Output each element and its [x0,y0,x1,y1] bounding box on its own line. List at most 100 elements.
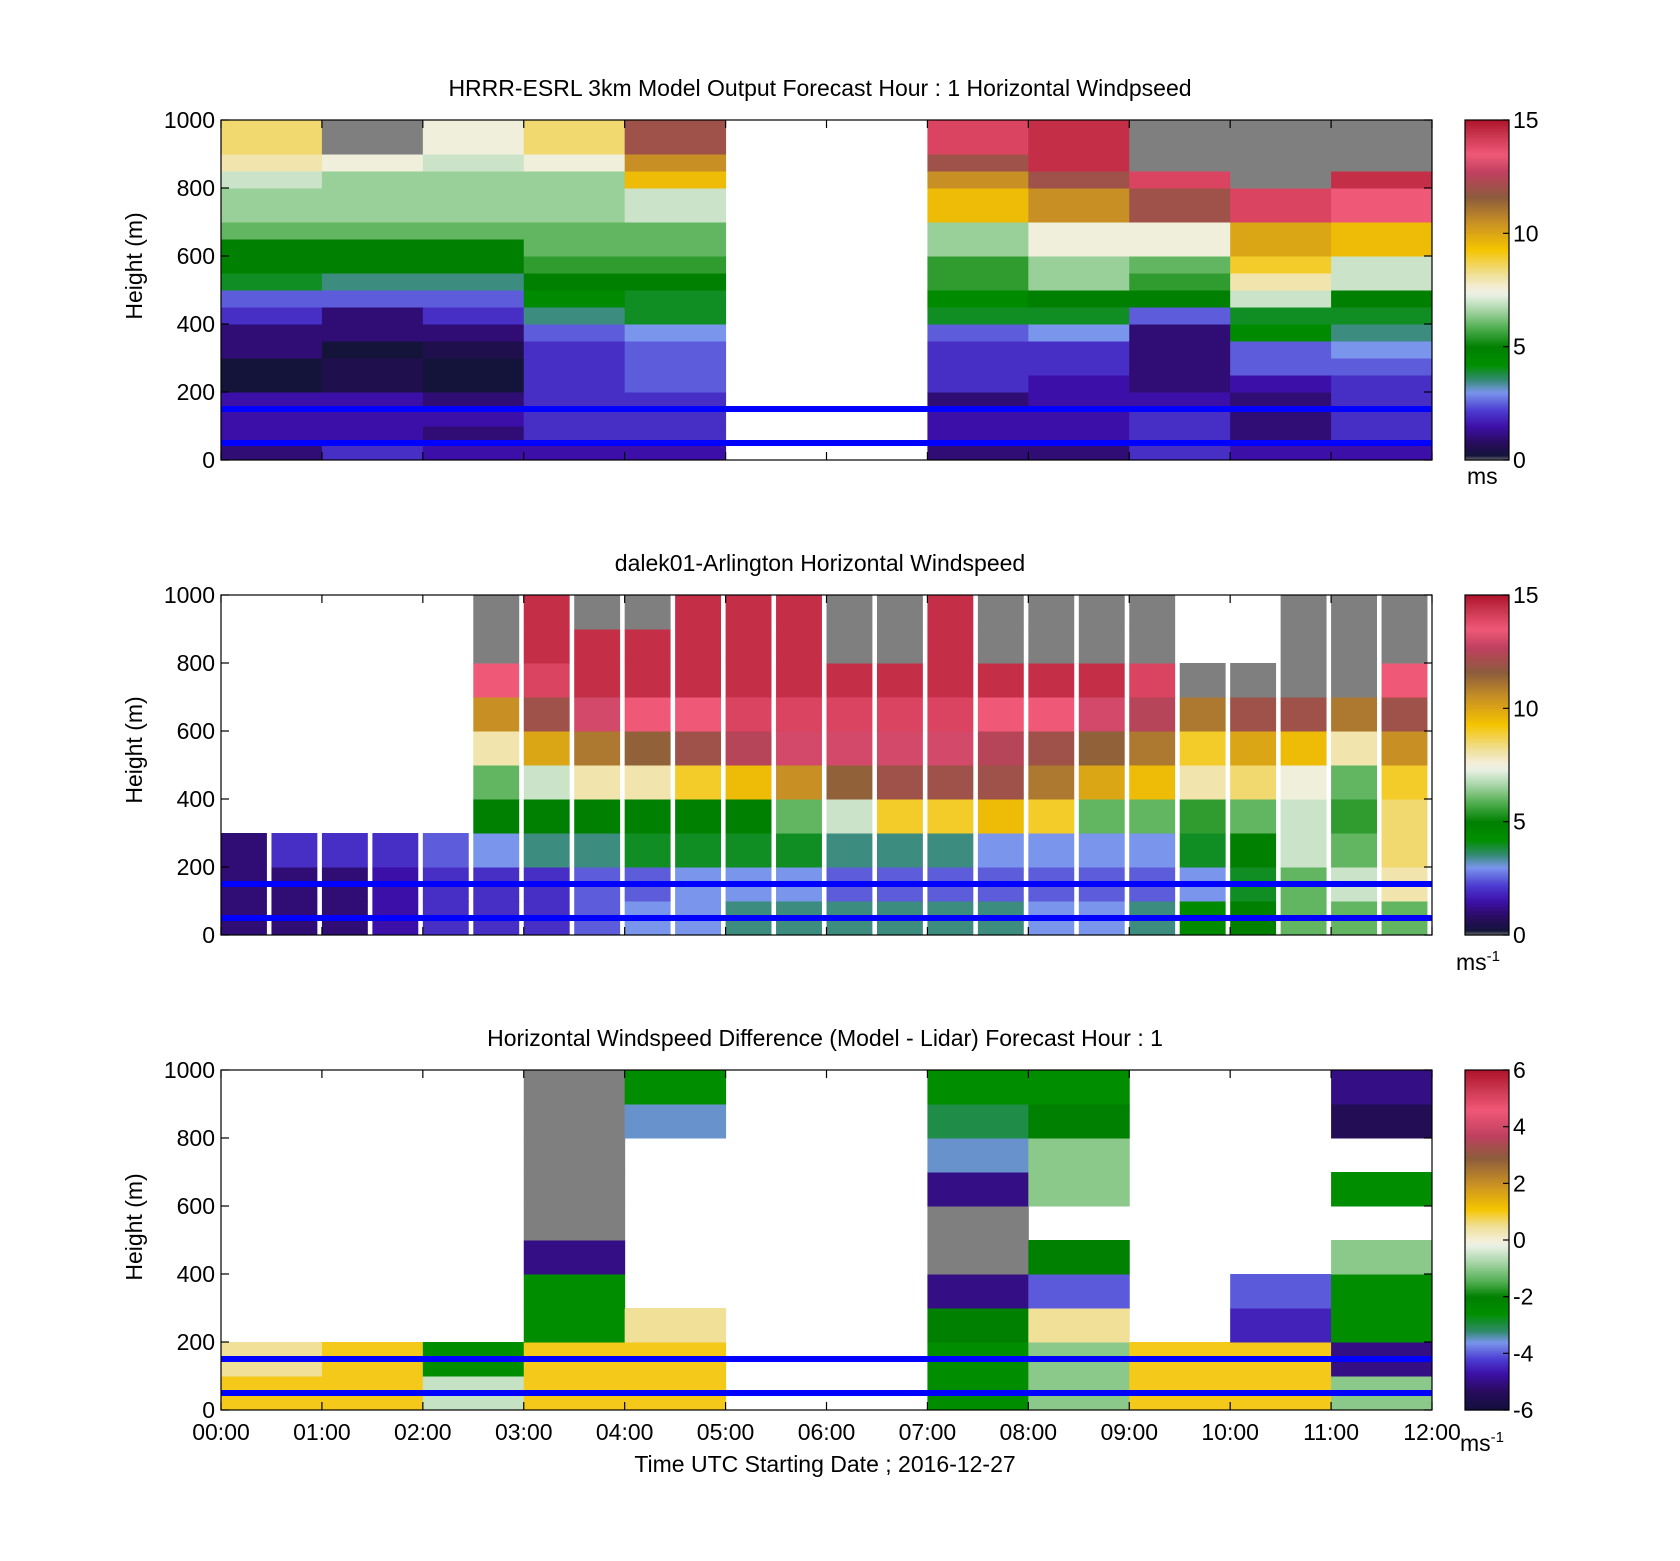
colorbar-segment [1465,356,1509,359]
heatmap-cell [1230,324,1332,342]
heatmap-cell [876,595,923,630]
heatmap-cell [1129,307,1231,325]
heatmap-cell [523,375,626,393]
colorbar-segment [1465,438,1509,441]
colorbar-segment [1465,166,1509,169]
heatmap-cell [624,239,727,257]
colorbar-tick-label: 5 [1513,334,1526,360]
y-tick-label: 400 [177,786,215,812]
heatmap-cell [523,697,570,732]
x-tick-label: 07:00 [899,1419,957,1445]
colorbar-segment [1465,158,1509,161]
colorbar-segment [1465,410,1509,413]
colorbar-segment [1465,1162,1509,1165]
heatmap-cell [1331,324,1433,342]
heatmap-cell [977,731,1024,766]
heatmap-cell [523,341,626,359]
x-tick-label: 10:00 [1201,1419,1259,1445]
colorbar-segment [1465,919,1509,922]
colorbar-segment [1465,621,1509,624]
colorbar-segment [1465,144,1509,147]
colorbar-segment [1465,364,1509,367]
colorbar-segment [1465,412,1509,415]
colorbar-segment [1465,911,1509,914]
colorbar-segment [1465,1092,1509,1095]
heatmap-cell [1230,290,1332,308]
colorbar-segment [1465,693,1509,696]
colorbar-segment [1465,653,1509,656]
colorbar-segment [1465,721,1509,724]
colorbar-segment [1465,274,1509,277]
colorbar-segment [1465,1140,1509,1143]
colorbar-segment [1465,1346,1509,1349]
colorbar-segment [1465,687,1509,690]
x-tick-label: 03:00 [495,1419,553,1445]
heatmap-cell [1230,731,1277,766]
heatmap-cell [1028,1070,1130,1105]
heatmap-cell [1331,341,1433,359]
heatmap-cell [927,307,1029,325]
panel-3-unit-text: ms [1460,1430,1491,1456]
colorbar-segment [1465,168,1509,171]
colorbar-segment [1465,246,1509,249]
heatmap-cell [1028,1138,1130,1173]
colorbar-segment [1465,719,1509,722]
heatmap-cell [927,1172,1029,1207]
heatmap-cell [927,595,974,630]
heatmap-cell [1331,409,1433,427]
heatmap-cell [927,1240,1029,1275]
colorbar-segment [1465,675,1509,678]
heatmap-cell [776,663,822,698]
colorbar-segment [1465,807,1509,810]
colorbar-segment [1465,1126,1509,1129]
heatmap-cell [675,595,722,630]
colorbar-segment [1465,1388,1509,1391]
heatmap-cell [422,358,525,376]
heatmap-cell [1129,833,1176,868]
panel-1-title: HRRR-ESRL 3km Model Output Forecast Hour… [448,75,1191,101]
colorbar-segment [1465,847,1509,850]
y-tick-label: 800 [177,175,215,201]
colorbar-segment [1465,1208,1509,1211]
colorbar-segment [1465,859,1509,862]
colorbar-segment [1465,252,1509,255]
colorbar-segment [1465,1236,1509,1239]
heatmap-cell [927,1070,1029,1105]
heatmap-cell [725,595,772,630]
heatmap-cell [1028,697,1075,732]
colorbar-segment [1465,1158,1509,1161]
heatmap-cell [1331,307,1433,325]
heatmap-cell [725,765,772,800]
heatmap-cell [321,256,424,274]
heatmap-cell [422,443,525,461]
colorbar-segment [1465,1100,1509,1103]
heatmap-cell [1331,1274,1433,1309]
colorbar-segment [1465,1386,1509,1389]
heatmap-cell [321,307,424,325]
panel-1-unit-text: ms [1467,463,1498,489]
heatmap-cell [1078,731,1125,766]
colorbar-segment [1465,597,1509,600]
colorbar-segment [1465,785,1509,788]
heatmap-cell [422,290,525,308]
colorbar-segment [1465,224,1509,227]
heatmap-cell [776,697,822,732]
colorbar-segment [1465,677,1509,680]
colorbar-segment [1465,1272,1509,1275]
colorbar-segment [1465,1078,1509,1081]
colorbar-segment [1465,717,1509,720]
heatmap-cell [1028,595,1075,630]
colorbar-segment [1465,1214,1509,1217]
heatmap-cell [725,697,772,732]
heatmap-cell [1028,256,1130,274]
heatmap-cell [826,765,873,800]
heatmap-cell [221,426,323,444]
heatmap-cell [523,273,626,291]
heatmap-cell [1331,1308,1433,1343]
colorbar-segment [1465,647,1509,650]
heatmap-cell [422,307,525,325]
colorbar-segment [1465,743,1509,746]
heatmap-cell [321,375,424,393]
y-tick-label: 0 [202,1397,215,1423]
heatmap-cell [523,1138,626,1173]
